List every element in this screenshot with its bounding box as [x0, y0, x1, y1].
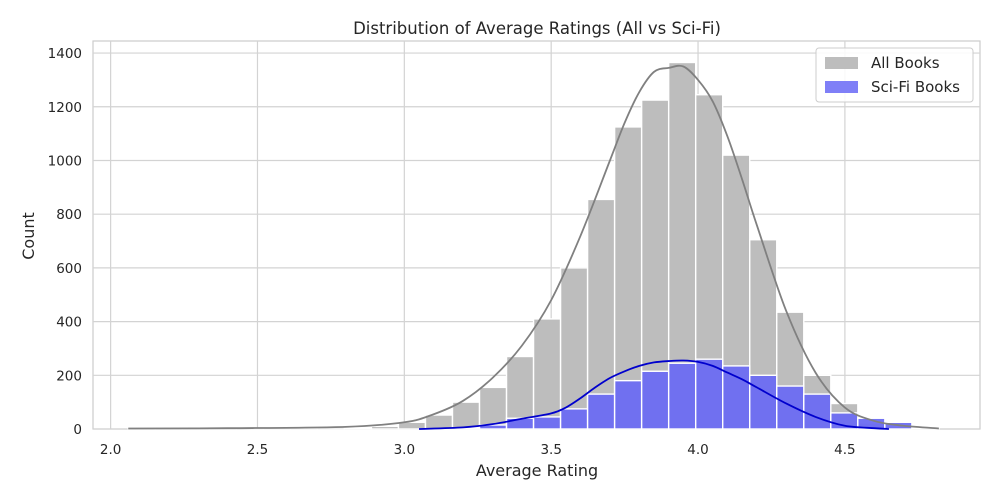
- x-tick-label: 2.5: [247, 442, 268, 458]
- y-tick-label: 1200: [48, 100, 82, 116]
- scifi-books-bar: [613, 379, 643, 430]
- all-books-bar: [343, 426, 373, 430]
- scifi-books-bar: [749, 374, 778, 430]
- scifi-books-bar: [694, 358, 724, 430]
- y-tick-label: 800: [56, 207, 82, 223]
- chart-title: Distribution of Average Ratings (All vs …: [353, 19, 721, 38]
- x-tick-label: 3.5: [540, 442, 561, 458]
- legend-label-scifi-books: Sci-Fi Books: [871, 78, 960, 96]
- x-axis-label: Average Rating: [476, 461, 598, 480]
- all-books-bar: [424, 414, 454, 430]
- scifi-books-bar: [559, 408, 589, 430]
- all-books-kde-line: [128, 64, 939, 430]
- scifi-books-bar: [722, 365, 751, 430]
- legend-label-all-books: All Books: [871, 54, 940, 72]
- y-axis-label: Count: [19, 212, 38, 260]
- scifi-books-bar: [803, 393, 832, 430]
- scifi-books-bars: [424, 358, 913, 430]
- y-tick-label: 200: [56, 368, 82, 384]
- y-tick-label: 1400: [48, 46, 82, 62]
- y-tick-label: 400: [56, 315, 82, 331]
- scifi-books-bar: [532, 416, 562, 430]
- y-tick-label: 600: [56, 261, 82, 277]
- x-tick-label: 2.0: [100, 442, 121, 458]
- kde-curves: [128, 64, 939, 430]
- scifi-books-kde-line: [418, 359, 889, 430]
- all-books-bar: [559, 267, 589, 430]
- legend-swatch-all-books: [825, 57, 858, 69]
- scifi-books-bar: [586, 393, 616, 430]
- legend-swatch-scifi-books: [825, 81, 858, 93]
- x-tick-label: 4.5: [834, 442, 855, 458]
- x-tick-label: 4.0: [687, 442, 708, 458]
- legend: All Books Sci-Fi Books: [815, 47, 974, 103]
- scifi-books-bar: [776, 385, 805, 430]
- y-tick-label: 0: [73, 422, 82, 438]
- x-tick-label: 3.0: [394, 442, 415, 458]
- tick-labels: 2.0 2.5 3.0 3.5 4.0 4.5 0 200 400 600 800 1000 1200 1…: [48, 46, 856, 458]
- scifi-books-bar: [667, 362, 697, 430]
- all-books-bar: [451, 401, 481, 430]
- y-tick-label: 1000: [48, 153, 82, 169]
- all-books-bar: [370, 425, 400, 430]
- all-books-bar: [613, 126, 643, 430]
- scifi-books-bar: [640, 370, 670, 430]
